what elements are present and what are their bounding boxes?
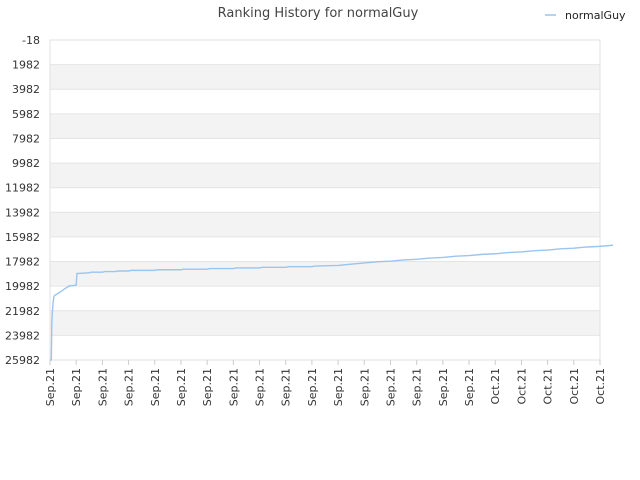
x-tick-label: Sep.21 — [254, 368, 267, 406]
x-tick-label: Sep.21 — [96, 368, 109, 406]
plot-band — [50, 163, 600, 188]
plot-band — [50, 113, 600, 139]
y-tick-label: 25982 — [5, 354, 40, 367]
y-tick-label: 21982 — [5, 305, 40, 318]
y-tick-label: 13982 — [5, 206, 40, 219]
legend: normalGuy — [545, 9, 626, 22]
x-tick-label: Sep.21 — [384, 368, 397, 406]
plot-band — [50, 64, 600, 90]
x-tick-label: Oct.21 — [594, 368, 607, 405]
x-tick-label: Oct.21 — [542, 368, 555, 405]
x-tick-label: Sep.21 — [306, 368, 319, 406]
x-tick-label: Sep.21 — [123, 368, 136, 406]
plot-bands — [50, 64, 600, 336]
x-tick-label: Sep.21 — [70, 368, 83, 406]
y-tick-label: 7982 — [12, 132, 40, 145]
plot-band — [50, 212, 600, 237]
x-tick-label: Sep.21 — [358, 368, 371, 406]
y-tick-label: 5982 — [12, 108, 40, 121]
y-tick-label: 23982 — [5, 329, 40, 342]
series-line-normalGuy — [50, 244, 614, 361]
y-tick-label: 3982 — [12, 83, 40, 96]
x-tick-label: Sep.21 — [411, 368, 424, 406]
plot-band — [50, 310, 600, 336]
chart-title: Ranking History for normalGuy — [218, 6, 419, 21]
y-tick-label: -18 — [22, 34, 40, 47]
y-tick-label: 9982 — [12, 157, 40, 170]
y-tick-label: 19982 — [5, 280, 40, 293]
legend-label: normalGuy — [565, 9, 626, 22]
y-axis-ticks: -18 1982 3982 5982 7982 9982 11982 13982 15982 17… — [5, 34, 40, 367]
x-tick-label: Sep.21 — [437, 368, 450, 406]
plot-frame — [49, 39, 601, 361]
y-tick-label: 11982 — [5, 182, 40, 195]
x-tick-label: Sep.21 — [280, 368, 293, 406]
x-tick-label: Oct.21 — [515, 368, 528, 405]
y-tick-label: 17982 — [5, 256, 40, 269]
x-tick-label: Sep.21 — [201, 368, 214, 406]
x-tick-label: Sep.21 — [175, 368, 188, 406]
x-tick-label: Sep.21 — [332, 368, 345, 406]
x-tick-label: Sep.21 — [463, 368, 476, 406]
y-tick-label: 15982 — [5, 231, 40, 244]
x-tick-label: Sep.21 — [149, 368, 162, 406]
x-tick-label: Oct.21 — [489, 368, 502, 405]
x-tick-label: Sep.21 — [44, 368, 57, 406]
x-tick-label: Oct.21 — [568, 368, 581, 405]
x-axis-ticks: Sep.21 Sep.21 Sep.21 Sep.21 Sep.21 Sep.21 Sep.… — [44, 360, 607, 406]
y-tick-label: 1982 — [12, 59, 40, 72]
x-tick-label: Sep.21 — [227, 368, 240, 406]
